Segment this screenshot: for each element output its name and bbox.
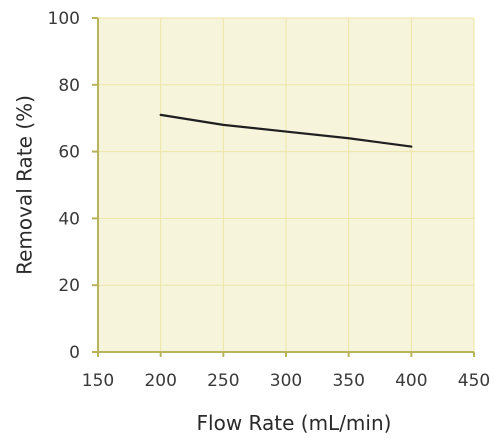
x-tick-labels: 150 200 250 300 350 400 450 <box>82 371 490 391</box>
y-tick-label: 40 <box>58 209 80 229</box>
x-tick-label: 400 <box>395 371 427 391</box>
x-tick-label: 300 <box>270 371 302 391</box>
series-line <box>159 113 413 148</box>
x-tick-label: 350 <box>332 371 364 391</box>
y-tick-label: 20 <box>58 276 80 296</box>
y-tick-label: 60 <box>58 143 80 163</box>
y-tick-label: 100 <box>48 9 80 29</box>
x-tick-label: 250 <box>207 371 239 391</box>
y-tick-label: 0 <box>69 343 80 363</box>
grid-lines <box>98 17 475 352</box>
x-axis-title: Flow Rate (mL/min) <box>197 411 392 435</box>
axes <box>92 17 475 357</box>
series-lines <box>159 113 413 148</box>
x-tick-label: 150 <box>82 371 114 391</box>
x-tick-label: 200 <box>144 371 176 391</box>
y-tick-label: 80 <box>58 76 80 96</box>
x-tick-label: 450 <box>458 371 490 391</box>
y-axis-title: Removal Rate (%) <box>13 95 37 275</box>
y-tick-labels: 0 20 40 60 80 100 <box>48 9 80 363</box>
